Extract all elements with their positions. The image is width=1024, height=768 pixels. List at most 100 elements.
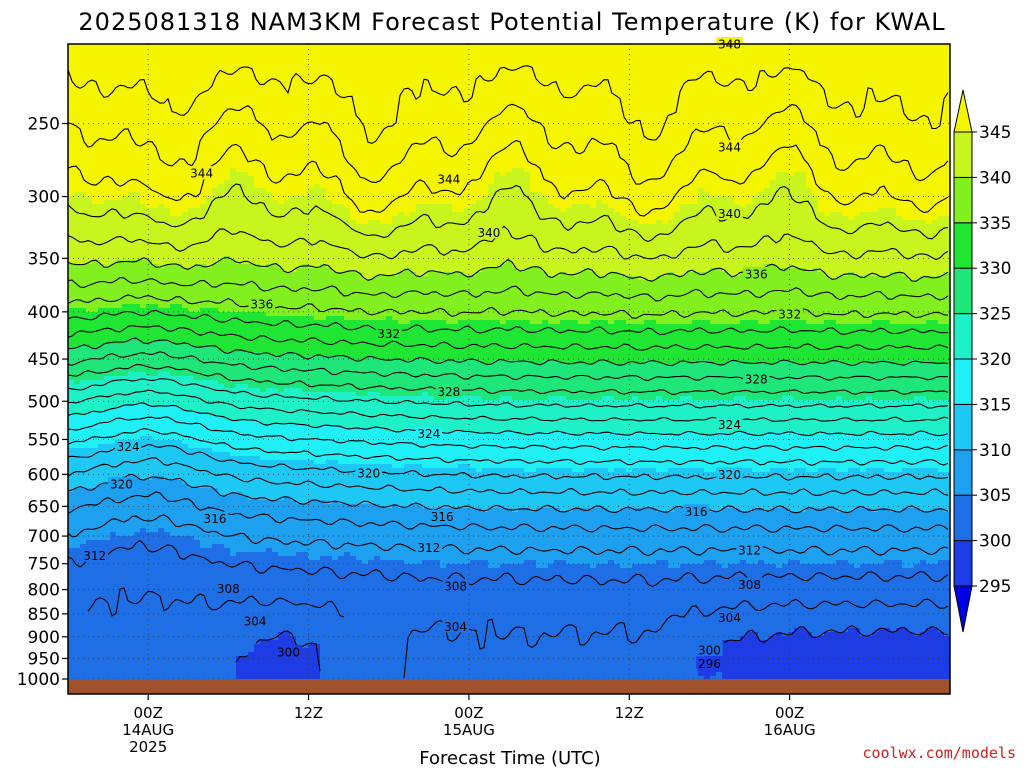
- fill-cell: [230, 168, 237, 261]
- fill-cell: [416, 320, 423, 357]
- y-tick-label: 650: [28, 497, 60, 517]
- fill-cell: [260, 500, 267, 553]
- fill-cell: [860, 44, 867, 213]
- fill-cell: [74, 384, 81, 417]
- fill-cell: [170, 44, 177, 217]
- fill-cell: [734, 276, 741, 325]
- fill-cell: [398, 468, 405, 509]
- fill-cell: [626, 364, 633, 401]
- fill-cell: [434, 204, 441, 273]
- fill-cell: [320, 264, 327, 321]
- fill-cell: [152, 44, 159, 209]
- fill-cell: [626, 276, 633, 325]
- fill-cell: [626, 472, 633, 509]
- fill-cell: [290, 556, 297, 637]
- fill-cell: [590, 432, 597, 469]
- fill-cell: [476, 472, 483, 509]
- fill-cell: [548, 276, 555, 325]
- x-tick-label: 12Z: [615, 704, 644, 722]
- fill-cell: [158, 204, 165, 269]
- fill-cell: [920, 632, 927, 679]
- fill-cell: [506, 44, 513, 173]
- fill-cell: [164, 440, 171, 481]
- fill-cell: [680, 324, 687, 361]
- fill-cell: [290, 196, 297, 273]
- fill-cell: [800, 44, 807, 173]
- fill-cell: [626, 568, 633, 679]
- fill-cell: [128, 44, 135, 193]
- fill-cell: [734, 468, 741, 509]
- fill-cell: [848, 564, 855, 629]
- contour-label-text: 332: [377, 327, 400, 341]
- fill-cell: [110, 408, 117, 445]
- fill-cell: [278, 460, 285, 501]
- fill-cell: [584, 44, 591, 205]
- fill-cell: [194, 44, 201, 209]
- fill-cell: [314, 560, 321, 645]
- fill-cell: [158, 372, 165, 409]
- fill-cell: [842, 276, 849, 325]
- fill-cell: [932, 364, 939, 401]
- fill-cell: [698, 320, 705, 361]
- fill-cell: [86, 196, 93, 265]
- fill-cell: [536, 508, 543, 569]
- fill-cell: [800, 468, 807, 513]
- contour-line-320: [67, 402, 949, 437]
- fill-cell: [158, 268, 165, 309]
- fill-cell: [704, 560, 711, 657]
- fill-cell: [566, 564, 573, 679]
- contour-label-bg: [742, 372, 770, 386]
- fill-cell: [248, 352, 255, 389]
- fill-cell: [926, 44, 933, 225]
- contour-line-348: [67, 103, 949, 185]
- fill-cell: [344, 552, 351, 679]
- fill-cell: [254, 312, 261, 353]
- fill-cell: [314, 500, 321, 561]
- fill-cell: [842, 432, 849, 473]
- fill-cell: [554, 360, 561, 397]
- fill-cell: [860, 212, 867, 277]
- fill-cell: [812, 44, 819, 197]
- contour-label-bg: [716, 139, 743, 153]
- fill-cell: [164, 44, 171, 209]
- fill-cell: [752, 44, 759, 197]
- y-tick-label: 1000: [17, 670, 60, 690]
- fill-cell: [326, 268, 333, 317]
- fill-cell: [914, 564, 921, 637]
- fill-cell: [662, 560, 669, 679]
- fill-cell: [932, 628, 939, 679]
- fill-cell: [212, 348, 219, 381]
- fill-cell: [206, 308, 213, 345]
- contour-label-bg: [215, 581, 242, 595]
- fill-cell: [644, 400, 651, 433]
- fill-cell: [884, 508, 891, 561]
- fill-cell: [98, 344, 105, 381]
- fill-cell: [944, 324, 951, 365]
- contour-label: 304: [442, 619, 469, 634]
- fill-cell: [686, 396, 693, 433]
- colorbar-swatch: [953, 358, 973, 405]
- fill-cell: [542, 468, 549, 509]
- fill-cell: [932, 468, 939, 509]
- fill-cell: [590, 508, 597, 569]
- fill-cell: [74, 488, 81, 549]
- fill-cell: [224, 312, 231, 353]
- fill-cell: [536, 324, 543, 365]
- fill-cell: [422, 360, 429, 393]
- fill-cell: [68, 380, 75, 413]
- fill-cell: [188, 376, 195, 413]
- fill-cell: [920, 468, 927, 513]
- fill-cell: [530, 192, 537, 269]
- fill-cell: [470, 44, 477, 205]
- fill-cell: [446, 324, 453, 361]
- fill-cell: [692, 320, 699, 365]
- fill-cell: [914, 360, 921, 397]
- fill-cell: [944, 512, 951, 561]
- fill-cell: [194, 448, 201, 489]
- fill-cell: [650, 564, 657, 679]
- fill-cell: [146, 344, 153, 377]
- fill-cell: [596, 432, 603, 469]
- fill-cell: [362, 464, 369, 505]
- fill-cell: [836, 560, 843, 633]
